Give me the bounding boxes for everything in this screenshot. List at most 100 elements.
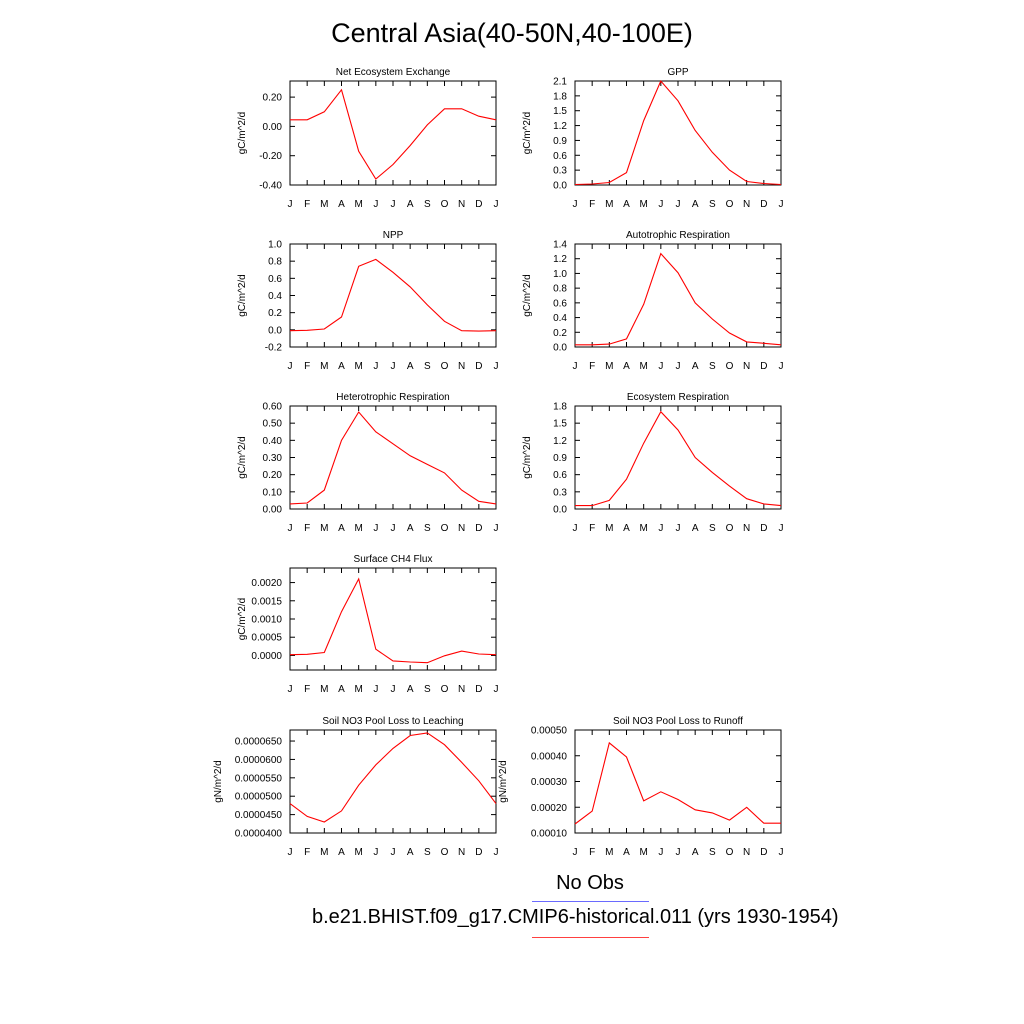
- y-tick-label: 1.8: [553, 91, 567, 102]
- x-tick-label: A: [338, 361, 345, 372]
- y-tick-label: 1.4: [553, 240, 567, 251]
- x-tick-label: F: [589, 523, 595, 534]
- y-tick-label: 0.0000650: [235, 737, 283, 748]
- x-tick-label: J: [494, 361, 499, 372]
- y-tick-label: 0.0010: [251, 615, 282, 626]
- y-axis-label: gC/m^2/d: [522, 274, 533, 317]
- x-tick-label: O: [726, 523, 734, 534]
- panel-title: Autotrophic Respiration: [626, 230, 730, 241]
- x-tick-label: O: [441, 523, 449, 534]
- y-tick-label: 0.0000500: [235, 792, 283, 803]
- x-tick-label: A: [338, 199, 345, 210]
- x-tick-label: J: [494, 684, 499, 695]
- series-line: [289, 258, 497, 332]
- x-tick-label: N: [743, 523, 750, 534]
- x-tick-label: A: [692, 523, 699, 534]
- x-tick-label: J: [658, 847, 663, 858]
- y-tick-label: 0.0: [268, 325, 282, 336]
- x-tick-label: N: [458, 361, 465, 372]
- x-tick-label: F: [304, 847, 310, 858]
- x-tick-label: J: [676, 361, 681, 372]
- y-tick-label: 0.00: [263, 505, 283, 516]
- x-tick-label: D: [760, 361, 767, 372]
- y-tick-label: 0.0: [553, 343, 567, 354]
- y-tick-label: 0.6: [553, 298, 567, 309]
- x-tick-label: M: [639, 523, 647, 534]
- x-tick-label: F: [589, 361, 595, 372]
- series-line: [290, 88, 497, 180]
- series-line: [289, 577, 497, 664]
- y-axis-label: gC/m^2/d: [237, 598, 248, 641]
- x-tick-label: A: [407, 523, 414, 534]
- x-tick-label: N: [458, 847, 465, 858]
- x-tick-label: J: [288, 847, 293, 858]
- y-tick-label: 0.0000: [251, 651, 282, 662]
- x-tick-label: A: [692, 361, 699, 372]
- y-tick-label: 0.20: [263, 93, 283, 104]
- panel-title: Soil NO3 Pool Loss to Leaching: [322, 716, 463, 727]
- series-line: [575, 410, 782, 507]
- x-tick-label: J: [373, 523, 378, 534]
- legend-swatch-no-obs: [532, 901, 649, 902]
- x-tick-label: M: [320, 684, 328, 695]
- x-tick-label: N: [743, 361, 750, 372]
- x-tick-label: A: [692, 847, 699, 858]
- y-tick-label: 0.2: [553, 328, 567, 339]
- x-tick-label: S: [424, 361, 431, 372]
- y-tick-label: 2.1: [553, 77, 567, 88]
- x-tick-label: F: [304, 684, 310, 695]
- x-tick-label: N: [458, 199, 465, 210]
- x-tick-label: S: [424, 523, 431, 534]
- y-tick-label: 0.50: [263, 419, 283, 430]
- x-tick-label: J: [494, 523, 499, 534]
- y-axis-label: gC/m^2/d: [522, 112, 533, 155]
- x-tick-label: J: [573, 199, 578, 210]
- x-tick-label: J: [658, 361, 663, 372]
- y-tick-label: 0.00030: [531, 777, 568, 788]
- y-tick-label: 0.0000450: [235, 810, 283, 821]
- series-line: [289, 411, 497, 505]
- x-tick-label: A: [623, 361, 630, 372]
- x-tick-label: M: [320, 361, 328, 372]
- plot-frame: [289, 405, 497, 510]
- legend-label-model-run: b.e21.BHIST.f09_g17.CMIP6-historical.011…: [312, 906, 839, 928]
- plot-frame: [574, 243, 782, 348]
- x-tick-label: J: [288, 684, 293, 695]
- y-tick-label: 1.5: [553, 106, 567, 117]
- x-tick-label: S: [424, 684, 431, 695]
- x-tick-label: D: [760, 523, 767, 534]
- x-tick-label: A: [338, 684, 345, 695]
- x-tick-label: O: [441, 361, 449, 372]
- y-tick-label: 0.8: [268, 257, 282, 268]
- y-tick-label: 0.00040: [531, 751, 568, 762]
- x-tick-label: M: [320, 199, 328, 210]
- x-tick-label: J: [391, 361, 396, 372]
- y-tick-label: 0.60: [263, 402, 283, 413]
- x-tick-label: J: [779, 199, 784, 210]
- y-tick-label: 1.0: [553, 269, 567, 280]
- x-tick-label: A: [338, 523, 345, 534]
- y-tick-label: 0.0000400: [235, 829, 283, 840]
- series-line: [574, 741, 781, 825]
- x-tick-label: J: [573, 361, 578, 372]
- x-tick-label: O: [726, 847, 734, 858]
- x-tick-label: N: [458, 523, 465, 534]
- x-tick-label: F: [589, 847, 595, 858]
- x-tick-label: J: [391, 199, 396, 210]
- series-line: [574, 79, 782, 186]
- x-tick-label: M: [320, 847, 328, 858]
- y-tick-label: 0.3: [553, 166, 567, 177]
- x-tick-label: O: [441, 847, 449, 858]
- y-tick-label: -0.40: [259, 181, 282, 192]
- plot-frame: [289, 80, 497, 186]
- y-tick-label: 0.0: [553, 505, 567, 516]
- plot-frame: [574, 80, 782, 186]
- y-tick-label: 0.6: [553, 151, 567, 162]
- x-tick-label: J: [573, 523, 578, 534]
- x-tick-label: J: [391, 684, 396, 695]
- x-tick-label: S: [709, 847, 716, 858]
- y-tick-label: 0.4: [268, 291, 282, 302]
